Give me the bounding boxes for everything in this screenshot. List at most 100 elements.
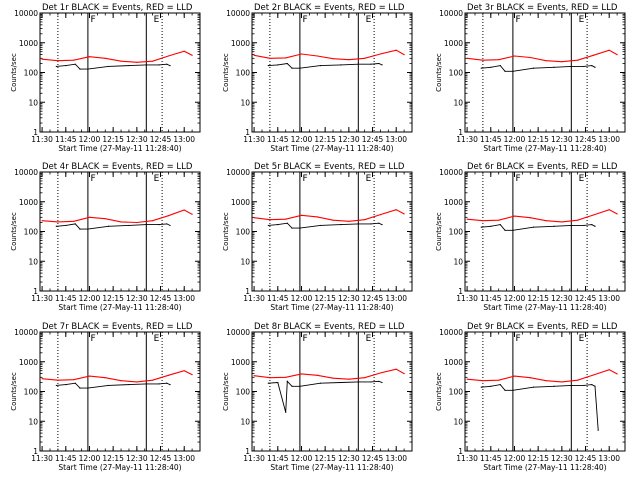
lld-data-point bbox=[316, 374, 318, 376]
region-annotation: F bbox=[515, 15, 520, 25]
y-axis-label: Counts/sec bbox=[435, 212, 443, 251]
x-tick-label: 12:00 bbox=[79, 454, 101, 463]
x-tick-label: 12:45 bbox=[575, 294, 597, 303]
events-data-point bbox=[128, 384, 130, 386]
events-data-point bbox=[504, 389, 506, 391]
events-data-point bbox=[291, 227, 293, 229]
lld-data-point bbox=[513, 55, 516, 57]
lld-data-point bbox=[104, 57, 106, 59]
x-tick-label: 12:00 bbox=[291, 454, 313, 463]
lld-data-point bbox=[545, 60, 547, 62]
lld-data-point bbox=[498, 379, 500, 381]
events-series-line bbox=[56, 63, 171, 70]
detector-panel: Det 5r BLACK = Events, RED = LLD 1 10 100 10… bbox=[222, 162, 413, 312]
plot-frame bbox=[464, 171, 626, 292]
x-tick-label: 12:45 bbox=[362, 294, 384, 303]
y-tick-label: 10 bbox=[453, 257, 463, 266]
events-data-point bbox=[74, 63, 76, 65]
events-data-point bbox=[166, 382, 168, 384]
events-data-point bbox=[583, 65, 585, 68]
lld-data-point bbox=[152, 220, 154, 222]
detector-panel: Det 1r BLACK = Events, RED = LLD 1 10 100 10… bbox=[10, 3, 201, 153]
lld-data-point bbox=[167, 55, 170, 57]
region-annotation: F bbox=[90, 174, 95, 184]
events-data-point bbox=[169, 384, 171, 386]
y-tick-label: 1000 bbox=[231, 198, 250, 207]
y-tick-label: 100 bbox=[449, 388, 464, 397]
y-tick-label: 10 bbox=[453, 417, 463, 426]
events-data-point bbox=[381, 64, 383, 66]
lld-data-point bbox=[73, 220, 75, 222]
lld-data-point bbox=[616, 213, 618, 215]
lld-data-point bbox=[57, 60, 59, 62]
x-tick-label: 12:15 bbox=[527, 294, 549, 303]
y-tick-label: 10 bbox=[28, 98, 38, 107]
lld-data-point bbox=[332, 58, 334, 60]
plot-frame bbox=[39, 331, 201, 452]
lld-data-point bbox=[167, 215, 170, 217]
events-data-point bbox=[381, 224, 383, 226]
lld-data-point bbox=[403, 53, 405, 56]
events-data-point bbox=[158, 64, 160, 66]
x-tick-label: 12:15 bbox=[527, 454, 549, 463]
lld-data-point bbox=[379, 53, 382, 55]
lld-data-point bbox=[300, 53, 303, 55]
x-tick-label: 11:30 bbox=[243, 454, 265, 463]
lld-data-point bbox=[616, 53, 618, 56]
lld-data-point bbox=[57, 379, 59, 381]
lld-data-point bbox=[379, 372, 382, 374]
events-data-point bbox=[553, 66, 555, 68]
x-axis-label: Start Time (27-May-11 11:28:40) bbox=[270, 463, 393, 472]
lld-data-point bbox=[348, 378, 350, 380]
x-axis-label: Start Time (27-May-11 11:28:40) bbox=[483, 144, 606, 153]
y-axis-label: Counts/sec bbox=[10, 53, 18, 92]
events-data-point bbox=[79, 68, 81, 70]
events-data-point bbox=[65, 65, 67, 67]
lld-data-point bbox=[608, 209, 610, 211]
region-annotation: F bbox=[302, 174, 307, 184]
x-tick-label: 12:15 bbox=[314, 454, 336, 463]
events-data-point bbox=[158, 383, 160, 385]
detector-panel: Det 3r BLACK = Events, RED = LLD 1 10 100 10… bbox=[435, 3, 626, 153]
x-tick-label: 12:30 bbox=[126, 454, 148, 463]
x-tick-label: 13:00 bbox=[598, 135, 620, 144]
lld-data-point bbox=[403, 372, 405, 375]
lld-data-point bbox=[73, 59, 75, 61]
events-data-point bbox=[594, 385, 596, 387]
events-data-point bbox=[291, 385, 293, 387]
y-tick-label: 100 bbox=[236, 69, 251, 78]
plot-frame bbox=[464, 12, 626, 133]
plot-frame bbox=[251, 171, 413, 292]
lld-data-point bbox=[183, 50, 185, 52]
events-data-point bbox=[378, 62, 380, 65]
region-annotation: E bbox=[366, 174, 372, 184]
lld-data-point bbox=[136, 221, 138, 224]
x-tick-label: 12:30 bbox=[126, 294, 148, 303]
x-tick-label: 12:15 bbox=[102, 135, 124, 144]
y-tick-label: 10000 bbox=[14, 168, 38, 177]
y-tick-label: 1000 bbox=[19, 358, 38, 367]
x-tick-label: 13:00 bbox=[385, 135, 407, 144]
x-tick-label: 11:30 bbox=[31, 294, 53, 303]
events-data-point bbox=[490, 225, 492, 227]
y-tick-label: 100 bbox=[236, 388, 251, 397]
y-tick-label: 1000 bbox=[19, 39, 38, 48]
y-axis-label: Counts/sec bbox=[222, 212, 230, 251]
y-tick-label: 10 bbox=[240, 417, 250, 426]
events-series-line bbox=[268, 63, 383, 69]
events-series-line bbox=[56, 382, 171, 389]
events-data-point bbox=[128, 224, 130, 227]
x-tick-label: 13:00 bbox=[173, 454, 195, 463]
lld-data-point bbox=[529, 377, 531, 379]
x-tick-label: 11:30 bbox=[31, 135, 53, 144]
events-data-point bbox=[299, 67, 301, 69]
events-data-point bbox=[74, 223, 76, 225]
x-tick-label: 11:45 bbox=[267, 294, 289, 303]
events-data-point bbox=[145, 224, 147, 226]
events-data-point bbox=[79, 228, 81, 230]
region-annotation: F bbox=[515, 334, 520, 344]
lld-data-point bbox=[561, 381, 563, 383]
events-series-line bbox=[268, 222, 383, 229]
events-data-point bbox=[490, 385, 492, 387]
plot-frame bbox=[251, 12, 413, 133]
